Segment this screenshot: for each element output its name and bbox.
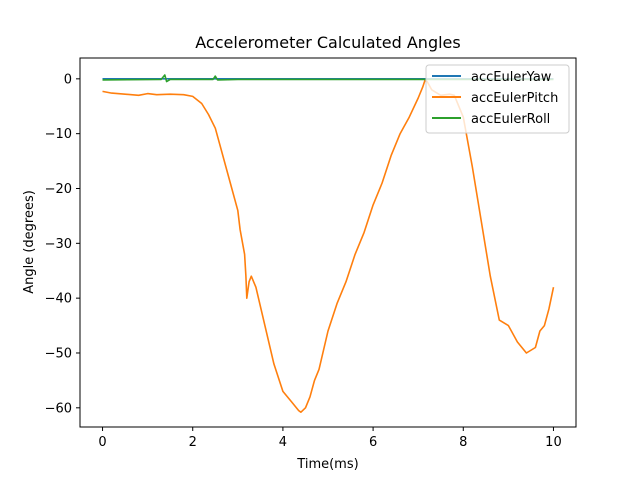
y-axis-label: Angle (degrees) <box>22 190 37 294</box>
series-line-accEulerPitch <box>102 79 555 414</box>
y-tick-label: −30 <box>45 237 72 252</box>
y-tick-label: −20 <box>45 182 72 197</box>
legend: accEulerYaw accEulerPitch accEulerRoll <box>425 64 570 134</box>
legend-box <box>425 64 570 134</box>
y-tick-label: −10 <box>45 127 72 142</box>
x-axis-label: Time(ms) <box>296 457 358 472</box>
legend-label-accEulerRoll: accEulerRoll <box>471 112 550 127</box>
y-tick-label: 0 <box>64 72 72 87</box>
legend-label-accEulerPitch: accEulerPitch <box>471 91 558 106</box>
axes-frame <box>79 57 577 428</box>
x-tick-label: 10 <box>545 435 562 450</box>
y-tick-label: −40 <box>45 292 72 307</box>
chart-title: Accelerometer Calculated Angles <box>195 33 460 52</box>
x-axis-ticks: 0 2 4 6 8 10 <box>98 427 562 450</box>
x-tick-label: 0 <box>98 435 106 450</box>
legend-label-accEulerYaw: accEulerYaw <box>471 70 552 85</box>
series-line-accEulerRoll <box>102 74 554 83</box>
x-tick-label: 6 <box>369 435 377 450</box>
x-tick-label: 4 <box>279 435 287 450</box>
x-tick-label: 2 <box>189 435 197 450</box>
y-axis-ticks: 0 −10 −20 −30 −40 −50 −60 <box>45 72 80 416</box>
y-tick-label: −60 <box>45 401 72 416</box>
x-tick-label: 8 <box>459 435 467 450</box>
y-tick-label: −50 <box>45 346 72 361</box>
